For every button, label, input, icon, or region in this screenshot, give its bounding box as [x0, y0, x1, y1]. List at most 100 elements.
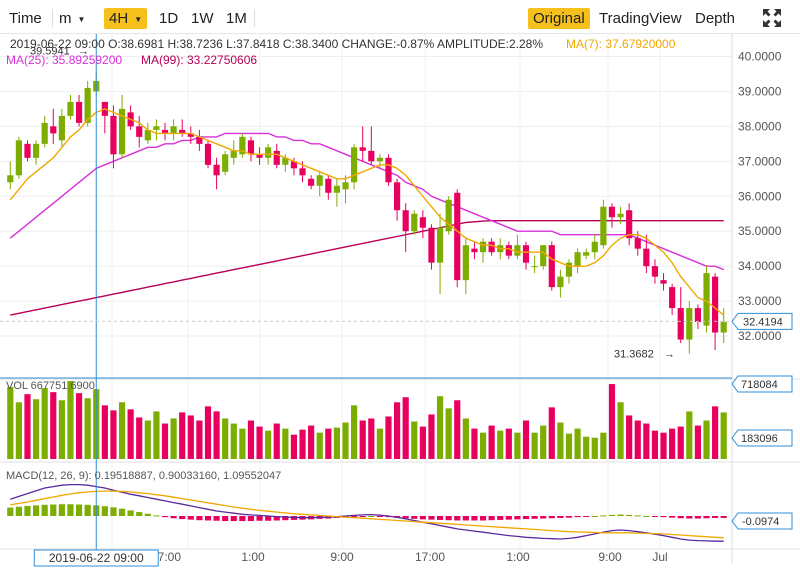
volume-bar: [531, 432, 538, 459]
macd-hist-bar: [651, 516, 659, 517]
macd-hist-bar: [368, 516, 375, 517]
macd-hist-bar: [617, 514, 624, 516]
volume-bar: [351, 405, 358, 459]
candle-down: [196, 136, 203, 144]
macd-hist-bar: [24, 505, 31, 516]
volume-top-value: 718084: [741, 379, 778, 391]
macd-hist-bar: [282, 516, 289, 521]
candle-down: [651, 266, 659, 277]
ohlc-info: 2019-06-22 09:00 O:38.6981 H:38.7236 L:3…: [10, 37, 543, 51]
macd-hist-bar: [187, 516, 194, 520]
volume-bar: [325, 428, 332, 459]
volume-bar: [50, 392, 57, 459]
macd-hist-bar: [703, 516, 710, 519]
volume-bar: [703, 420, 710, 459]
interval-1d-button[interactable]: 1D: [159, 10, 179, 27]
caret-down-icon: ▼: [134, 14, 143, 24]
volume-bar: [7, 387, 14, 459]
candle-up: [144, 129, 151, 141]
volume-bar: [256, 426, 263, 459]
macd-hist-bar: [574, 516, 581, 518]
macd-hist-bar: [419, 516, 426, 520]
candle-up: [411, 213, 418, 232]
interval-dropdown-4h[interactable]: 4H ▼: [104, 8, 148, 29]
volume-bar: [497, 430, 504, 459]
macd-hist-bar: [161, 516, 169, 518]
fullscreen-button[interactable]: [756, 7, 788, 28]
candle-up: [32, 143, 40, 158]
view-original-button[interactable]: Original: [528, 8, 590, 29]
macd-hist-bar: [548, 516, 555, 519]
candle-up: [514, 245, 521, 256]
time-tick-label: Jul: [652, 550, 667, 564]
volume-bar: [24, 394, 31, 459]
view-tradingview-button[interactable]: TradingView: [599, 10, 682, 27]
candle-up: [316, 175, 323, 186]
candle-up: [342, 182, 349, 190]
volume-bar: [196, 420, 203, 459]
interval-1m-button[interactable]: 1M: [226, 10, 247, 27]
minute-dropdown[interactable]: m ▼: [54, 8, 90, 29]
ma25-path: [9, 132, 724, 271]
macd-hist-bar: [626, 514, 633, 516]
macd-hist-bar: [505, 516, 512, 520]
interval-1w-button[interactable]: 1W: [191, 10, 214, 27]
price-tick-label: 33.0000: [738, 294, 782, 308]
toolbar-divider: [254, 9, 255, 27]
candle-up: [351, 147, 358, 183]
crosshair-time-value: 2019-06-22 09:00: [49, 551, 144, 565]
time-tick-label: 9:00: [330, 550, 354, 564]
macd-hist-bar: [454, 516, 461, 521]
candle-up: [15, 140, 22, 176]
candle-down: [428, 227, 435, 263]
macd-hist-bar: [643, 516, 650, 517]
time-button[interactable]: Time: [9, 10, 42, 27]
candle-up: [153, 126, 160, 130]
candlestick-chart[interactable]: 40.0000 39.0000 38.0000 37.0000 36.0000 35.00…: [0, 34, 800, 579]
candle-up: [445, 199, 452, 232]
macd-hist-bar: [67, 504, 74, 516]
volume-bar: [136, 417, 143, 459]
volume-bar: [402, 397, 409, 459]
volume-bar: [247, 420, 255, 459]
candle-down: [273, 150, 280, 165]
macd-hist-bar: [351, 516, 358, 518]
macd-hist-bar: [608, 514, 616, 516]
ma25-line: [9, 132, 724, 271]
macd-hist-bar: [7, 507, 14, 516]
candle-up: [67, 101, 74, 116]
macd-hist-bar: [265, 516, 272, 521]
volume-bar: [522, 420, 530, 459]
volume-bars: [7, 381, 727, 459]
volume-bar: [419, 426, 426, 459]
volume-bar: [32, 399, 40, 459]
volume-bar: [694, 425, 702, 459]
macd-hist-bar: [230, 516, 237, 522]
volume-bar: [479, 432, 487, 459]
candle-down: [290, 161, 298, 169]
volume-bar: [290, 434, 298, 459]
macd-hist-bar: [101, 506, 108, 516]
macd-hist-bar: [15, 506, 22, 516]
candle-down: [669, 287, 676, 309]
volume-bar: [110, 410, 117, 459]
candle-down: [368, 150, 375, 162]
candle-down: [419, 217, 426, 228]
macd-hist-bar: [376, 516, 383, 517]
volume-bar: [669, 428, 676, 459]
volume-bar: [505, 428, 512, 459]
volume-bar: [617, 402, 624, 459]
volume-bar: [634, 420, 641, 459]
macd-hist-bar: [32, 505, 40, 516]
macd-hist-bar: [222, 516, 229, 522]
volume-bar: [393, 402, 401, 459]
view-depth-button[interactable]: Depth: [695, 10, 736, 27]
macd-hist-bar: [118, 508, 126, 516]
candle-down: [505, 245, 512, 256]
volume-bar: [118, 402, 126, 459]
candle-down: [299, 168, 306, 176]
time-tick-label: 1:00: [241, 550, 265, 564]
candle-up: [574, 252, 581, 267]
volume-bar: [153, 411, 160, 459]
macd-hist-bar: [686, 516, 693, 519]
